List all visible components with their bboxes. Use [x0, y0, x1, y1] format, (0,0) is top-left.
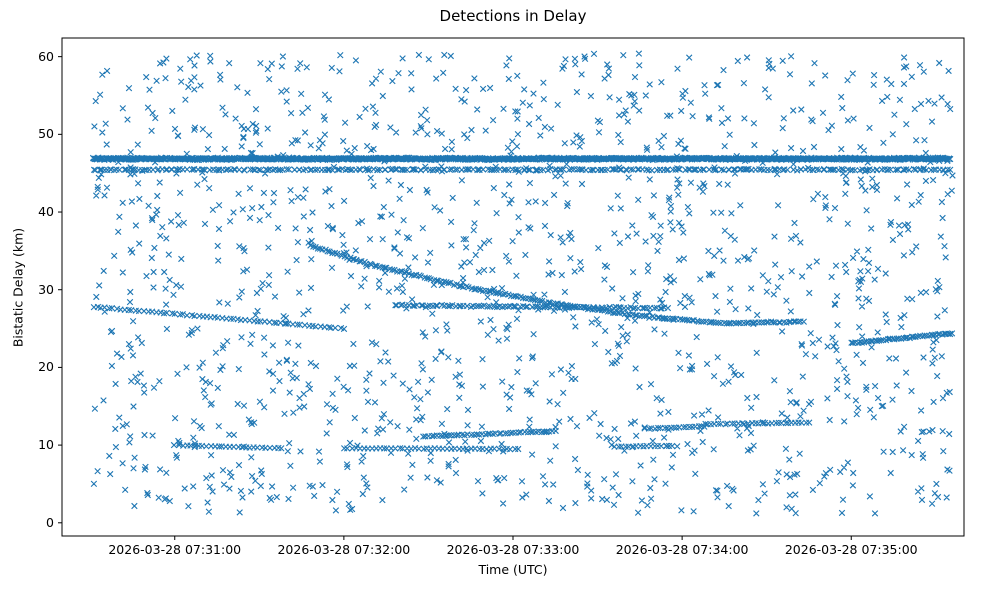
series-track-right-ascending-23-to-24km: [848, 330, 956, 347]
plot-border: [61, 37, 965, 537]
y-tick-label: 60: [38, 48, 54, 64]
x-tick-label: 2026-03-28 07:35:00: [784, 542, 918, 557]
series-track-9p5km: [341, 444, 522, 453]
y-tick-label: 0: [46, 514, 54, 530]
y-tick-label: 50: [38, 126, 54, 142]
series-track-11p5km-ascending: [420, 427, 559, 440]
x-tick-label: 2026-03-28 07:33:00: [446, 542, 580, 557]
series-track-descending-left-28-to-25km: [90, 303, 348, 333]
y-tick-label: 40: [38, 204, 54, 220]
series-clutter-uniform: [90, 50, 956, 517]
series-dense-row-45km: [90, 165, 954, 174]
x-tick-label: 2026-03-28 07:34:00: [615, 542, 749, 557]
x-tick-label: 2026-03-28 07:31:00: [108, 542, 242, 557]
x-axis-label: Time (UTC): [478, 562, 548, 577]
chart-title: Detections in Delay: [439, 7, 587, 25]
y-tick-label: 20: [38, 359, 54, 375]
series-track-12km: [641, 423, 708, 432]
y-tick-label: 10: [38, 437, 54, 453]
series-track-10km-b: [611, 442, 681, 450]
series-track-descending-main-36-to-25km: [307, 242, 807, 327]
x-tick-label: 2026-03-28 07:32:00: [277, 542, 411, 557]
series-track-10km-a: [170, 441, 285, 452]
series-track-row-28km: [392, 301, 672, 312]
series-track-13km-row: [702, 419, 813, 428]
series-direct-path-line-47km: [89, 154, 954, 164]
y-tick-label: 30: [38, 281, 54, 297]
